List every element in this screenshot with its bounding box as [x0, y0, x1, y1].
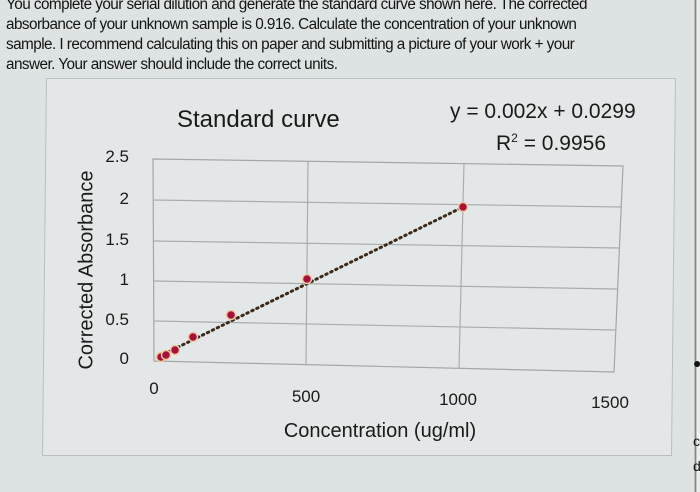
- r2-value: = 0.9956: [517, 132, 607, 155]
- r2-superscript: 2: [511, 131, 518, 145]
- prompt-line-4: answer. Your answer should include the c…: [6, 56, 338, 73]
- data-point: [225, 309, 237, 321]
- x-tick-0: 0: [149, 379, 159, 398]
- chart-title: Standard curve: [177, 106, 340, 133]
- data-point: [160, 349, 172, 361]
- prompt-line-2: absorbance of your unknown sample is 0.9…: [6, 16, 577, 33]
- r2-prefix: R: [496, 132, 512, 155]
- question-prompt: You complete your serial dilution and ge…: [6, 0, 700, 75]
- gridlines: [152, 158, 624, 373]
- data-point: [457, 201, 469, 213]
- y-tick-2.5: 2.5: [105, 147, 129, 166]
- data-point: [301, 273, 313, 285]
- y-tick-2: 2: [119, 189, 129, 208]
- edge-fragment: ●: [693, 355, 700, 371]
- adjacent-page-edge: [690, 0, 700, 492]
- prompt-line-3: sample. I recommend calculating this on …: [6, 36, 575, 53]
- x-tick-1000: 1000: [439, 390, 477, 409]
- data-points: [155, 201, 469, 363]
- y-tick-0.5: 0.5: [105, 310, 129, 329]
- y-tick-1.5: 1.5: [105, 230, 129, 249]
- x-tick-500: 500: [291, 387, 321, 406]
- edge-fragment: cl: [693, 433, 700, 449]
- prompt-line-1: You complete your serial dilution and ge…: [6, 0, 587, 13]
- data-point: [187, 331, 199, 343]
- trendline-equation: y = 0.002x + 0.0299: [450, 100, 636, 123]
- x-axis-label: Concentration (ug/ml): [283, 420, 477, 442]
- x-tick-1500: 1500: [591, 393, 629, 412]
- r-squared-label: R2 = 0.9956: [496, 131, 606, 156]
- edge-fragment: da: [693, 458, 700, 474]
- y-tick-1: 1: [119, 270, 129, 289]
- y-tick-0: 0: [119, 349, 129, 368]
- data-point: [169, 344, 181, 356]
